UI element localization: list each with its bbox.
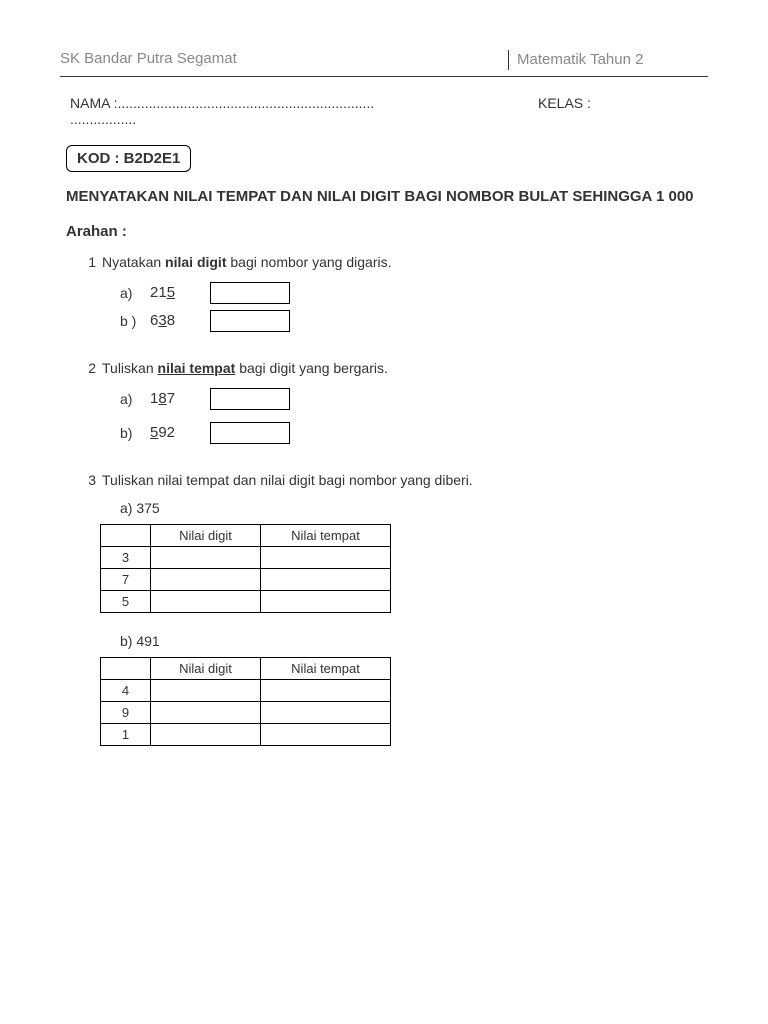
q1-item-a: a) 215 [120, 282, 708, 304]
q3a-th-digit: Nilai digit [151, 524, 261, 546]
q3-text: Tuliskan nilai tempat dan nilai digit ba… [102, 472, 708, 488]
q1-item-b: b ) 638 [120, 310, 708, 332]
q3b-label: b) 491 [120, 633, 708, 649]
q3a-table: Nilai digit Nilai tempat 3 7 5 [100, 524, 391, 613]
question-1: 1 Nyatakan nilai digit bagi nombor yang … [78, 254, 708, 270]
worksheet-title: MENYATAKAN NILAI TEMPAT DAN NILAI DIGIT … [66, 186, 702, 207]
q1-bold: nilai digit [165, 254, 226, 270]
q3a-label: a) 375 [120, 500, 708, 516]
table-row: 7 [101, 568, 391, 590]
q2-text: Tuliskan nilai tempat bagi digit yang be… [102, 360, 708, 376]
table-row: 9 [101, 701, 391, 723]
q1b-label: b ) [120, 313, 150, 329]
q2b-answer-box[interactable] [210, 422, 290, 444]
q3-number: 3 [78, 472, 96, 488]
nama-label: NAMA : [70, 95, 117, 111]
kelas-label: KELAS : [538, 95, 698, 127]
q1a-answer-box[interactable] [210, 282, 290, 304]
table-row: 4 [101, 679, 391, 701]
q3b-th-digit: Nilai digit [151, 657, 261, 679]
table-row: 3 [101, 546, 391, 568]
q1a-number: 215 [150, 284, 200, 301]
q1a-label: a) [120, 285, 150, 301]
q3b-table: Nilai digit Nilai tempat 4 9 1 [100, 657, 391, 746]
q2-post: bagi digit yang bergaris. [235, 360, 388, 376]
q3a-th-blank [101, 524, 151, 546]
nama-dots2: ................. [70, 111, 136, 127]
q3a-th-place: Nilai tempat [261, 524, 391, 546]
q2b-label: b) [120, 425, 150, 441]
table-row: 5 [101, 590, 391, 612]
q2-number: 2 [78, 360, 96, 376]
q3b-th-place: Nilai tempat [261, 657, 391, 679]
nama-dots: ........................................… [117, 95, 374, 111]
q1-pre: Nyatakan [102, 254, 165, 270]
q2a-label: a) [120, 391, 150, 407]
question-2: 2 Tuliskan nilai tempat bagi digit yang … [78, 360, 708, 376]
subject-name: Matematik Tahun 2 [508, 50, 708, 70]
school-name: SK Bandar Putra Segamat [60, 50, 508, 70]
q2-item-a: a) 187 [120, 388, 708, 410]
nama-field: NAMA :..................................… [70, 95, 538, 127]
q2a-answer-box[interactable] [210, 388, 290, 410]
q1-post: bagi nombor yang digaris. [227, 254, 392, 270]
kod-box: KOD : B2D2E1 [66, 145, 191, 172]
header-bar: SK Bandar Putra Segamat Matematik Tahun … [60, 50, 708, 77]
q2-bold: nilai tempat [158, 360, 236, 376]
q1-text: Nyatakan nilai digit bagi nombor yang di… [102, 254, 708, 270]
q2-item-b: b) 592 [120, 422, 708, 444]
q2-pre: Tuliskan [102, 360, 158, 376]
name-class-row: NAMA :..................................… [70, 95, 698, 127]
table-row: 1 [101, 723, 391, 745]
q1b-number: 638 [150, 312, 200, 329]
q1b-answer-box[interactable] [210, 310, 290, 332]
q2b-number: 592 [150, 424, 200, 441]
arahan-label: Arahan : [66, 223, 702, 240]
q2a-number: 187 [150, 390, 200, 407]
q3b-th-blank [101, 657, 151, 679]
question-3: 3 Tuliskan nilai tempat dan nilai digit … [78, 472, 708, 488]
q1-number: 1 [78, 254, 96, 270]
